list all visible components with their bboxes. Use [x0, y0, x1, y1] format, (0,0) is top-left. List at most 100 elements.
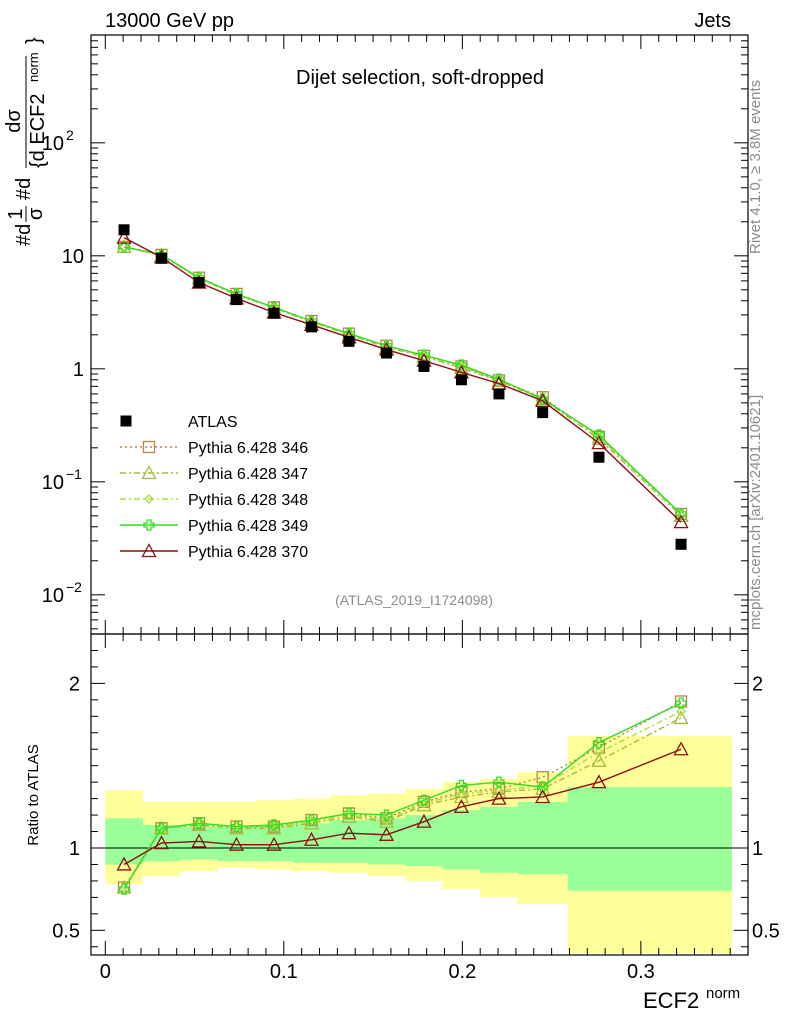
atlas-data-point [493, 388, 505, 400]
ratio-series-point [537, 781, 549, 793]
x-tick-label: 0.1 [270, 961, 298, 983]
y-tick-label: 10 [42, 585, 64, 607]
y-tick-label: 10 [42, 472, 64, 494]
ratio-y-tick-label-right: 0.5 [752, 920, 780, 942]
atlas-data-point [593, 451, 605, 463]
ratio-series-point [381, 815, 392, 825]
ratio-series-line-2 [123, 717, 682, 888]
y-tick-label: 10 [62, 246, 84, 268]
ratio-series-point [676, 706, 686, 717]
y-tick-exponent: 2 [66, 127, 74, 143]
ratio-series-point [594, 747, 604, 758]
analysis-id: (ATLAS_2019_I1724098) [335, 592, 493, 608]
ratio-series-point [303, 831, 320, 846]
ratio-series-point [673, 710, 689, 725]
ratio-series-point [341, 825, 357, 840]
atlas-data-point [193, 277, 205, 289]
rivet-label: Rivet 4.1.0, ≥ 3.8M events [747, 80, 764, 254]
svg-text:}: } [23, 37, 45, 44]
atlas-data-point [675, 538, 687, 550]
band-inner-bin [442, 810, 481, 870]
ratio-series-line-4 [123, 702, 682, 890]
ratio-series-point [418, 794, 430, 806]
ratio-panel: 0 0.1 0.2 0.3 0.5 0.5 1 1 2 2 [52, 633, 780, 983]
legend-label-4: Pythia 6.428 349 [188, 518, 308, 535]
main-series-point [593, 429, 605, 441]
ratio-series-point [191, 833, 207, 848]
ratio-y-tick-label: 2 [69, 673, 80, 695]
band-inner-bin [405, 815, 443, 867]
header-right: Jets [694, 10, 731, 32]
ratio-series-line-5 [123, 748, 682, 866]
ratio-series-point [535, 789, 551, 804]
atlas-data-point [231, 294, 243, 306]
ratio-series-point [153, 835, 170, 850]
ratio-series-point [230, 820, 243, 833]
ratio-series-point [380, 809, 393, 821]
ratio-y-tick-label-right: 2 [752, 673, 763, 695]
ratio-series-point [118, 883, 130, 895]
legend-label-3: Pythia 6.428 348 [188, 492, 308, 509]
svg-text:ECF2: ECF2 [643, 988, 699, 1013]
legend-marker-2 [141, 465, 157, 480]
band-inner-bin [480, 806, 518, 873]
main-series-point [118, 241, 130, 253]
ratio-series-point [416, 813, 432, 828]
ratio-series-point [456, 788, 467, 799]
main-series-point [537, 393, 549, 405]
ratio-series-point [675, 697, 687, 709]
ratio-series-point [378, 826, 395, 841]
legend-marker-1 [142, 440, 156, 454]
atlas-data-point [268, 307, 280, 319]
ratio-series-point [453, 798, 470, 813]
main-series-point [675, 508, 687, 520]
plot-title: Dijet selection, soft-dropped [296, 67, 544, 89]
ratio-series-point [343, 807, 355, 820]
ratio-series-point [305, 814, 318, 826]
svg-text:1: 1 [5, 208, 27, 219]
atlas-data-point [455, 374, 467, 386]
svg-text:norm: norm [706, 985, 740, 1002]
band-inner-bin [367, 818, 406, 865]
ratio-series-point [193, 817, 205, 829]
ratio-series-point [455, 779, 468, 792]
x-tick-label: 0 [100, 961, 111, 983]
ratio-series-point [194, 818, 204, 829]
ratio-series-point [453, 789, 470, 804]
ratio-series-point [494, 785, 504, 796]
legend-label-1: Pythia 6.428 346 [188, 440, 308, 457]
ratio-series-point [493, 776, 505, 788]
legend-marker-5 [141, 543, 157, 558]
atlas-data-point [118, 224, 130, 236]
y-tick-label: 1 [73, 359, 84, 381]
ratio-series-point [491, 790, 507, 805]
legend: ATLAS Pythia 6.428 346 Pythia 6.428 347 Pyt… [120, 414, 308, 561]
legend-marker-3 [144, 494, 154, 504]
ratio-y-tick-label: 0.5 [52, 920, 80, 942]
ratio-series-point [231, 821, 242, 832]
atlas-data-point [380, 347, 392, 359]
ratio-series-point [156, 823, 167, 834]
main-series-point [535, 393, 551, 408]
y-tick-exponent: −2 [66, 579, 82, 595]
atlas-data-point [537, 407, 549, 419]
y-tick-label: 10 [42, 133, 64, 155]
svg-text:dσ: dσ [3, 109, 25, 133]
main-series-point [673, 514, 689, 529]
main-series-point [119, 241, 129, 252]
x-tick-label: 0.2 [448, 961, 476, 983]
ratio-series-point [535, 780, 551, 795]
legend-label-5: Pythia 6.428 370 [188, 544, 308, 561]
main-series-line-5 [123, 236, 682, 523]
main-series-line-4 [123, 246, 682, 515]
ratio-y-tick-label: 1 [69, 838, 80, 860]
svg-text:{d ECF2: {d ECF2 [27, 94, 49, 168]
ratio-series-point [155, 822, 168, 834]
mcplots-label: mcplots.cern.ch [arXiv:2401.10621] [747, 395, 764, 630]
ratio-series-point [593, 736, 605, 749]
band-inner-bin [567, 787, 631, 891]
legend-atlas-marker [120, 415, 132, 427]
band-inner-bin [630, 787, 732, 891]
ratio-series-point [591, 752, 607, 767]
